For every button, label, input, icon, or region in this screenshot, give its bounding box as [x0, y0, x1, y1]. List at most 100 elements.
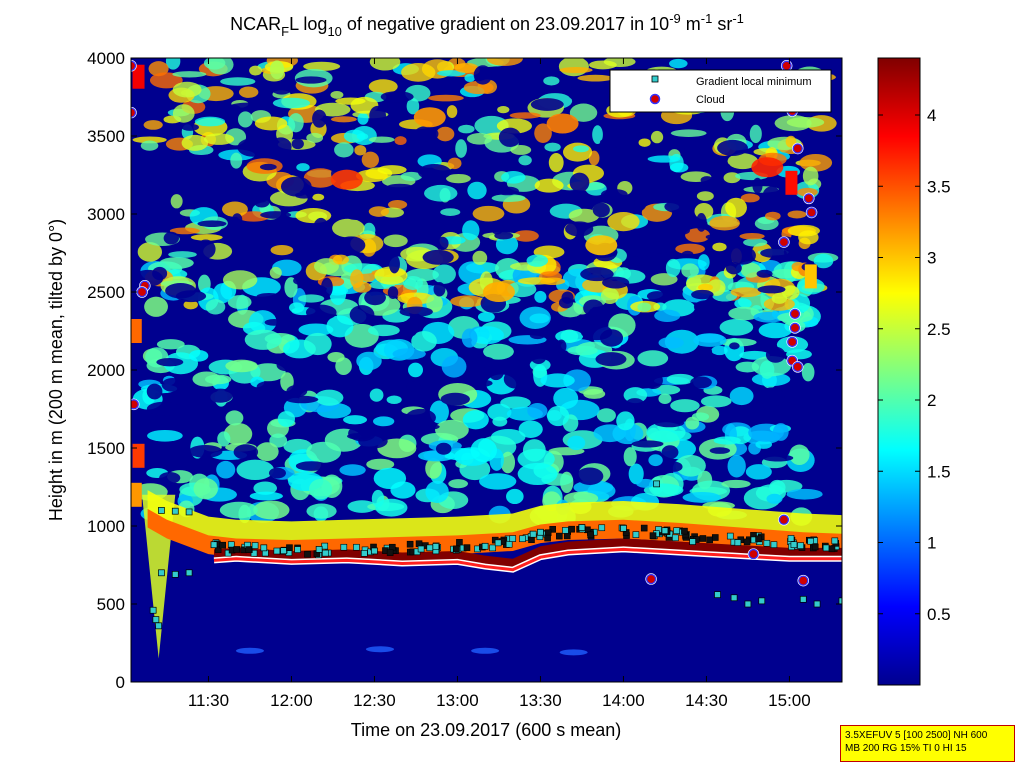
heatmap-cell	[464, 73, 476, 83]
heatmap-gap	[583, 299, 604, 317]
heatmap-cell	[749, 124, 762, 144]
heatmap-cell	[298, 323, 334, 337]
heatmap-cell	[769, 479, 786, 496]
heatmap-cell	[216, 460, 236, 479]
heatmap-cell	[527, 403, 548, 419]
heatmap-cell	[486, 58, 523, 66]
y-tick-label: 1000	[87, 517, 125, 536]
gradient-min-marker	[304, 550, 311, 558]
heatmap-gap	[599, 329, 624, 347]
heatmap-cell	[669, 162, 689, 173]
heatmap-gap	[700, 305, 718, 312]
heatmap-gap	[530, 98, 564, 111]
heatmap-cell	[491, 194, 526, 202]
gradient-min-marker	[185, 569, 193, 577]
info-box: 3.5XEFUV 5 [100 2500] NH 600 MB 200 RG 1…	[840, 725, 1015, 762]
heatmap-cell	[675, 454, 706, 477]
y-tick-label: 1500	[87, 439, 125, 458]
heatmap-cell	[332, 254, 349, 265]
heatmap-cell	[470, 438, 497, 463]
heatmap-cell	[647, 155, 681, 163]
heatmap-cell	[462, 220, 480, 241]
heatmap-cell	[458, 261, 485, 284]
heatmap-gap	[406, 381, 421, 392]
heatmap-cell	[506, 488, 524, 505]
heatmap-cell	[501, 170, 526, 184]
heatmap-gap	[567, 86, 584, 100]
heatmap-gap	[759, 387, 785, 407]
heatmap-gap	[349, 305, 375, 324]
gradient-min-marker	[726, 532, 734, 540]
heatmap-cell	[787, 210, 807, 219]
gradient-min-marker	[322, 549, 329, 557]
heatmap-gap	[404, 317, 419, 337]
heatmap-cell	[406, 98, 420, 115]
heatmap-gap	[188, 445, 223, 458]
heatmap-gap	[295, 461, 328, 471]
heatmap-gap	[295, 76, 327, 84]
heatmap-cell	[402, 275, 424, 290]
heatmap-cell	[623, 447, 637, 467]
heatmap-cell	[547, 405, 570, 427]
heatmap-gap	[433, 282, 446, 297]
heatmap-cell	[277, 411, 296, 427]
heatmap-gap	[156, 357, 184, 367]
heatmap-gap	[472, 356, 495, 368]
chart-title: NCARFL log10 of negative gradient on 23.…	[230, 11, 744, 39]
heatmap-gap	[654, 418, 685, 428]
heatmap-gap	[468, 379, 493, 387]
heatmap-cell	[638, 138, 651, 147]
heatmap-gap	[684, 140, 701, 160]
heatmap-gap	[432, 141, 446, 155]
legend-square-marker	[651, 75, 659, 83]
gradient-min-marker	[210, 541, 218, 549]
heatmap-gap	[254, 195, 268, 203]
gradient-min-marker	[568, 525, 575, 533]
heatmap-cell	[339, 464, 366, 476]
heatmap-cell	[658, 393, 672, 405]
gradient-min-marker	[340, 543, 348, 551]
heatmap-hot-patch	[804, 264, 817, 289]
heatmap-gap	[717, 139, 748, 157]
heatmap-cell	[529, 313, 550, 324]
heatmap-gap	[762, 186, 781, 205]
heatmap-cell	[170, 194, 183, 209]
heatmap-cell	[309, 478, 333, 500]
heatmap-cell	[745, 464, 772, 480]
colorbar-tick-label: 4	[927, 106, 936, 125]
heatmap-gap	[276, 359, 296, 372]
heatmap-cell	[786, 488, 823, 500]
gradient-min-marker	[711, 534, 719, 541]
heatmap-cell	[426, 294, 443, 313]
heatmap-gap	[664, 200, 696, 214]
x-tick-label: 14:00	[602, 691, 645, 710]
gradient-min-marker	[673, 527, 680, 534]
heatmap-cell	[392, 348, 426, 360]
heatmap-gap	[576, 467, 604, 485]
heatmap-cell	[447, 157, 462, 170]
heatmap-gap	[530, 347, 547, 364]
heatmap-cell	[517, 462, 558, 486]
gradient-min-marker	[734, 539, 742, 546]
heatmap-cell	[497, 106, 510, 114]
heatmap-cell	[375, 498, 408, 517]
heatmap-gap	[488, 363, 505, 381]
gradient-min-marker	[661, 527, 669, 535]
gradient-min-marker	[620, 524, 627, 532]
heatmap-cell	[727, 153, 758, 170]
heatmap-cell	[147, 429, 183, 442]
gradient-min-marker	[706, 536, 713, 544]
gradient-min-marker	[158, 569, 165, 577]
heatmap-cell	[144, 296, 168, 317]
heatmap-cell	[303, 168, 338, 188]
heatmap-gap	[643, 241, 676, 254]
info-line-1: 3.5XEFUV 5 [100 2500] NH 600	[845, 730, 988, 741]
heatmap-cell	[568, 208, 600, 224]
heatmap-cell	[734, 298, 752, 309]
heatmap-gap	[491, 223, 504, 235]
heatmap-cell	[534, 123, 552, 144]
heatmap-cell	[239, 86, 259, 98]
heatmap-gap	[665, 461, 683, 472]
heatmap-cell	[424, 184, 458, 202]
gradient-min-marker	[649, 532, 657, 539]
